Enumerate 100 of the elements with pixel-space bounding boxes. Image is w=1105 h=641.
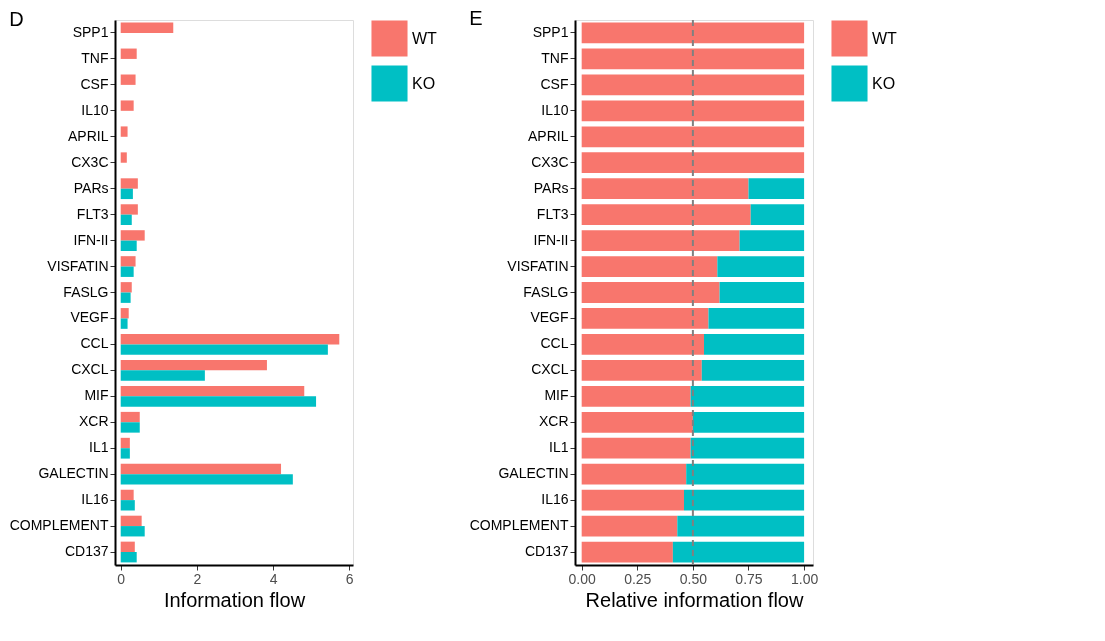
bar	[120, 240, 137, 251]
bar	[672, 541, 805, 563]
bar	[581, 489, 684, 511]
bar	[581, 334, 705, 355]
bar	[719, 282, 805, 303]
bar	[581, 437, 691, 459]
y-tick-label: TNF	[81, 49, 109, 66]
bar	[120, 256, 136, 267]
y-tick-label: XCR	[78, 413, 109, 430]
y-tick-label: IL10	[81, 101, 109, 118]
y-tick-label: CX3C	[531, 153, 569, 170]
bar	[683, 489, 805, 511]
y-tick-label: SPP1	[72, 23, 109, 40]
bar	[120, 74, 136, 85]
bar	[581, 541, 673, 563]
bar	[120, 214, 132, 226]
x-tick-label: 0	[117, 570, 126, 587]
bar	[581, 178, 749, 200]
y-tick-label: TNF	[541, 49, 569, 66]
bar	[120, 308, 129, 319]
bar	[120, 266, 134, 277]
bar	[120, 152, 127, 163]
bar	[581, 463, 687, 485]
bar	[581, 126, 805, 148]
y-tick-label: CXCL	[531, 361, 569, 378]
x-axis-title: Information flow	[163, 588, 306, 611]
y-tick-label: FLT3	[76, 205, 109, 222]
x-tick-label: 0.00	[568, 570, 597, 587]
y-tick-label: VEGF	[70, 309, 109, 326]
y-tick-label: VEGF	[530, 309, 569, 326]
y-tick-label: CX3C	[71, 153, 109, 170]
bar	[120, 230, 145, 241]
bar	[120, 344, 328, 355]
legend-label: WT	[412, 29, 438, 47]
bar	[581, 22, 805, 44]
bar	[120, 359, 267, 371]
bar	[120, 396, 317, 407]
bar	[120, 385, 305, 397]
x-tick-label: 4	[269, 570, 278, 587]
y-tick-label: VISFATIN	[507, 257, 569, 274]
bar	[120, 422, 140, 433]
y-tick-label: IL10	[541, 101, 569, 118]
bar	[581, 256, 718, 277]
bar	[690, 437, 805, 459]
y-tick-label: APRIL	[68, 127, 109, 144]
y-tick-label: IFN-II	[73, 231, 109, 248]
bar	[120, 437, 130, 449]
y-tick-label: MIF	[544, 387, 569, 404]
bar	[739, 230, 805, 251]
bar	[581, 359, 702, 381]
y-tick-label: VISFATIN	[47, 257, 109, 274]
chart-title: E	[469, 7, 483, 29]
bar	[120, 126, 128, 137]
bar	[686, 463, 805, 485]
bar	[120, 474, 293, 485]
bar	[717, 256, 805, 277]
x-tick-label: 1.00	[790, 570, 819, 587]
bar	[120, 515, 142, 527]
bar	[581, 411, 693, 433]
chart-title: D	[9, 8, 24, 30]
y-tick-label: XCR	[538, 413, 569, 430]
y-tick-label: FLT3	[536, 205, 569, 222]
bar	[120, 411, 140, 423]
bar	[704, 334, 805, 355]
bar	[692, 411, 805, 433]
bar	[120, 22, 174, 33]
y-tick-label: APRIL	[528, 127, 569, 144]
bar	[677, 515, 805, 537]
x-tick-label: 0.25	[624, 570, 652, 587]
y-tick-label: COMPLEMENT	[9, 517, 109, 534]
y-tick-label: PARs	[73, 179, 109, 196]
y-tick-label: IL1	[549, 439, 569, 456]
y-tick-label: CD137	[64, 543, 109, 560]
y-tick-label: IL16	[81, 491, 109, 508]
bar	[120, 500, 135, 511]
bar	[581, 282, 720, 303]
bar	[708, 308, 805, 329]
bar	[120, 188, 133, 200]
bar	[120, 370, 205, 381]
bar	[120, 541, 135, 553]
bar	[581, 230, 740, 251]
bar	[120, 463, 282, 475]
bar	[581, 100, 805, 122]
y-tick-label: FASLG	[523, 283, 569, 300]
legend-label: KO	[412, 74, 436, 92]
bar	[748, 178, 805, 200]
y-tick-label: GALECTIN	[498, 465, 569, 482]
text: KO	[872, 74, 896, 92]
bar	[581, 515, 678, 537]
bar	[120, 552, 137, 563]
y-tick-label: COMPLEMENT	[469, 517, 569, 534]
y-tick-label: SPP1	[532, 23, 569, 40]
bar	[581, 308, 709, 329]
bar	[581, 204, 751, 226]
y-tick-label: CCL	[80, 335, 109, 352]
y-tick-label: IL16	[541, 491, 569, 508]
y-tick-label: CXCL	[71, 361, 109, 378]
bar	[581, 385, 691, 407]
y-tick-label: GALECTIN	[38, 465, 109, 482]
bar	[750, 204, 805, 226]
